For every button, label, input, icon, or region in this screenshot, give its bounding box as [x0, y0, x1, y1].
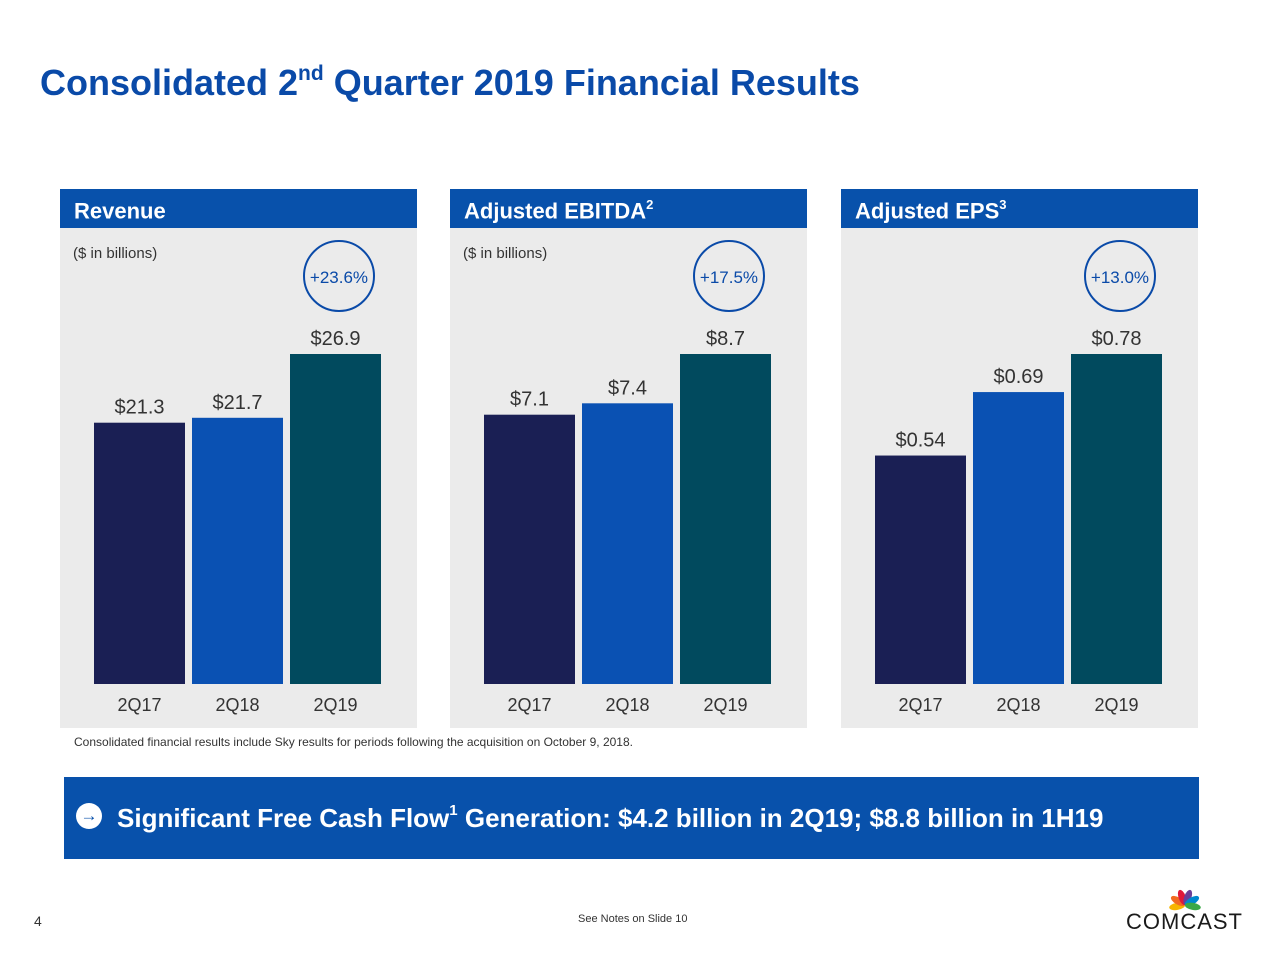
ebitda-panel-title: Adjusted EBITDA — [464, 198, 647, 224]
eps-bar-2q18 — [973, 392, 1064, 684]
peacock-feather — [1170, 895, 1186, 907]
revenue-value-label: $21.7 — [212, 392, 262, 414]
ebitda-value-label: $7.4 — [608, 377, 647, 399]
peacock-feather — [1184, 902, 1201, 911]
eps-growth-label: +13.0% — [1090, 268, 1150, 287]
eps-bar-2q17 — [875, 455, 966, 684]
arrow-right-icon: → — [76, 803, 102, 829]
eps-category-label: 2Q17 — [898, 695, 942, 715]
revenue-panel-title: Revenue — [74, 198, 166, 224]
ebitda-category-label: 2Q17 — [507, 695, 551, 715]
eps-panel-title: Adjusted EPS — [855, 198, 1000, 224]
revenue-bar-chart: $21.3 2Q17 $21.7 2Q18 $26.9 2Q19 — [94, 328, 381, 715]
logo-text: COMCAST — [1126, 909, 1243, 934]
revenue-category-label: 2Q19 — [313, 695, 357, 715]
ebitda-panel-header: Adjusted EBITDA2 — [450, 189, 807, 228]
ebitda-growth-label: +17.5% — [699, 268, 759, 287]
footnote: Consolidated financial results include S… — [74, 735, 633, 749]
eps-category-label: 2Q19 — [1094, 695, 1138, 715]
ebitda-bar-2q17 — [484, 414, 575, 684]
revenue-category-label: 2Q17 — [117, 695, 161, 715]
comcast-logo: COMCAST — [1120, 885, 1250, 935]
revenue-bar-2q18 — [192, 417, 283, 684]
ebitda-category-label: 2Q19 — [703, 695, 747, 715]
eps-value-label: $0.54 — [895, 430, 945, 452]
revenue-bar-2q17 — [94, 422, 185, 684]
revenue-growth-label: +23.6% — [309, 268, 369, 287]
ebitda-value-label: $8.7 — [706, 328, 745, 350]
revenue-panel: Revenue ($ in billions) +23.6% $21.3 2Q17… — [60, 189, 417, 728]
ebitda-bar-chart: $7.1 2Q17 $7.4 2Q18 $8.7 2Q19 — [484, 328, 771, 715]
revenue-category-label: 2Q18 — [215, 695, 259, 715]
eps-bar-chart: $0.54 2Q17 $0.69 2Q18 $0.78 2Q19 — [875, 328, 1162, 715]
peacock-icon — [1169, 889, 1201, 911]
revenue-value-label: $26.9 — [310, 328, 360, 350]
revenue-growth-badge: +23.6% — [303, 240, 375, 312]
ebitda-category-label: 2Q18 — [605, 695, 649, 715]
revenue-bar-2q19 — [290, 354, 381, 684]
page-number: 4 — [34, 913, 42, 929]
revenue-panel-header: Revenue — [60, 189, 417, 228]
ebitda-value-label: $7.1 — [510, 389, 549, 411]
ebitda-bar-2q18 — [582, 403, 673, 684]
eps-value-label: $0.78 — [1091, 328, 1141, 350]
free-cash-flow-banner: → Significant Free Cash Flow1 Generation… — [64, 777, 1199, 859]
eps-value-label: $0.69 — [993, 366, 1043, 388]
ebitda-panel: Adjusted EBITDA2 ($ in billions) +17.5% … — [450, 189, 807, 728]
eps-bar-2q19 — [1071, 354, 1162, 684]
page-title: Consolidated 2nd Quarter 2019 Financial … — [40, 62, 860, 103]
ebitda-bar-2q19 — [680, 354, 771, 684]
eps-growth-badge: +13.0% — [1084, 240, 1156, 312]
eps-panel-header: Adjusted EPS3 — [841, 189, 1198, 228]
eps-panel: Adjusted EPS3 +13.0% $0.54 2Q17 $0.69 2Q18 $… — [841, 189, 1198, 728]
notes-reference: See Notes on Slide 10 — [578, 913, 688, 925]
ebitda-growth-badge: +17.5% — [693, 240, 765, 312]
revenue-value-label: $21.3 — [114, 397, 164, 419]
eps-category-label: 2Q18 — [996, 695, 1040, 715]
ebitda-unit-note: ($ in billions) — [463, 245, 548, 262]
banner-text: Significant Free Cash Flow1 Generation: … — [117, 802, 1104, 833]
revenue-unit-note: ($ in billions) — [73, 245, 158, 262]
